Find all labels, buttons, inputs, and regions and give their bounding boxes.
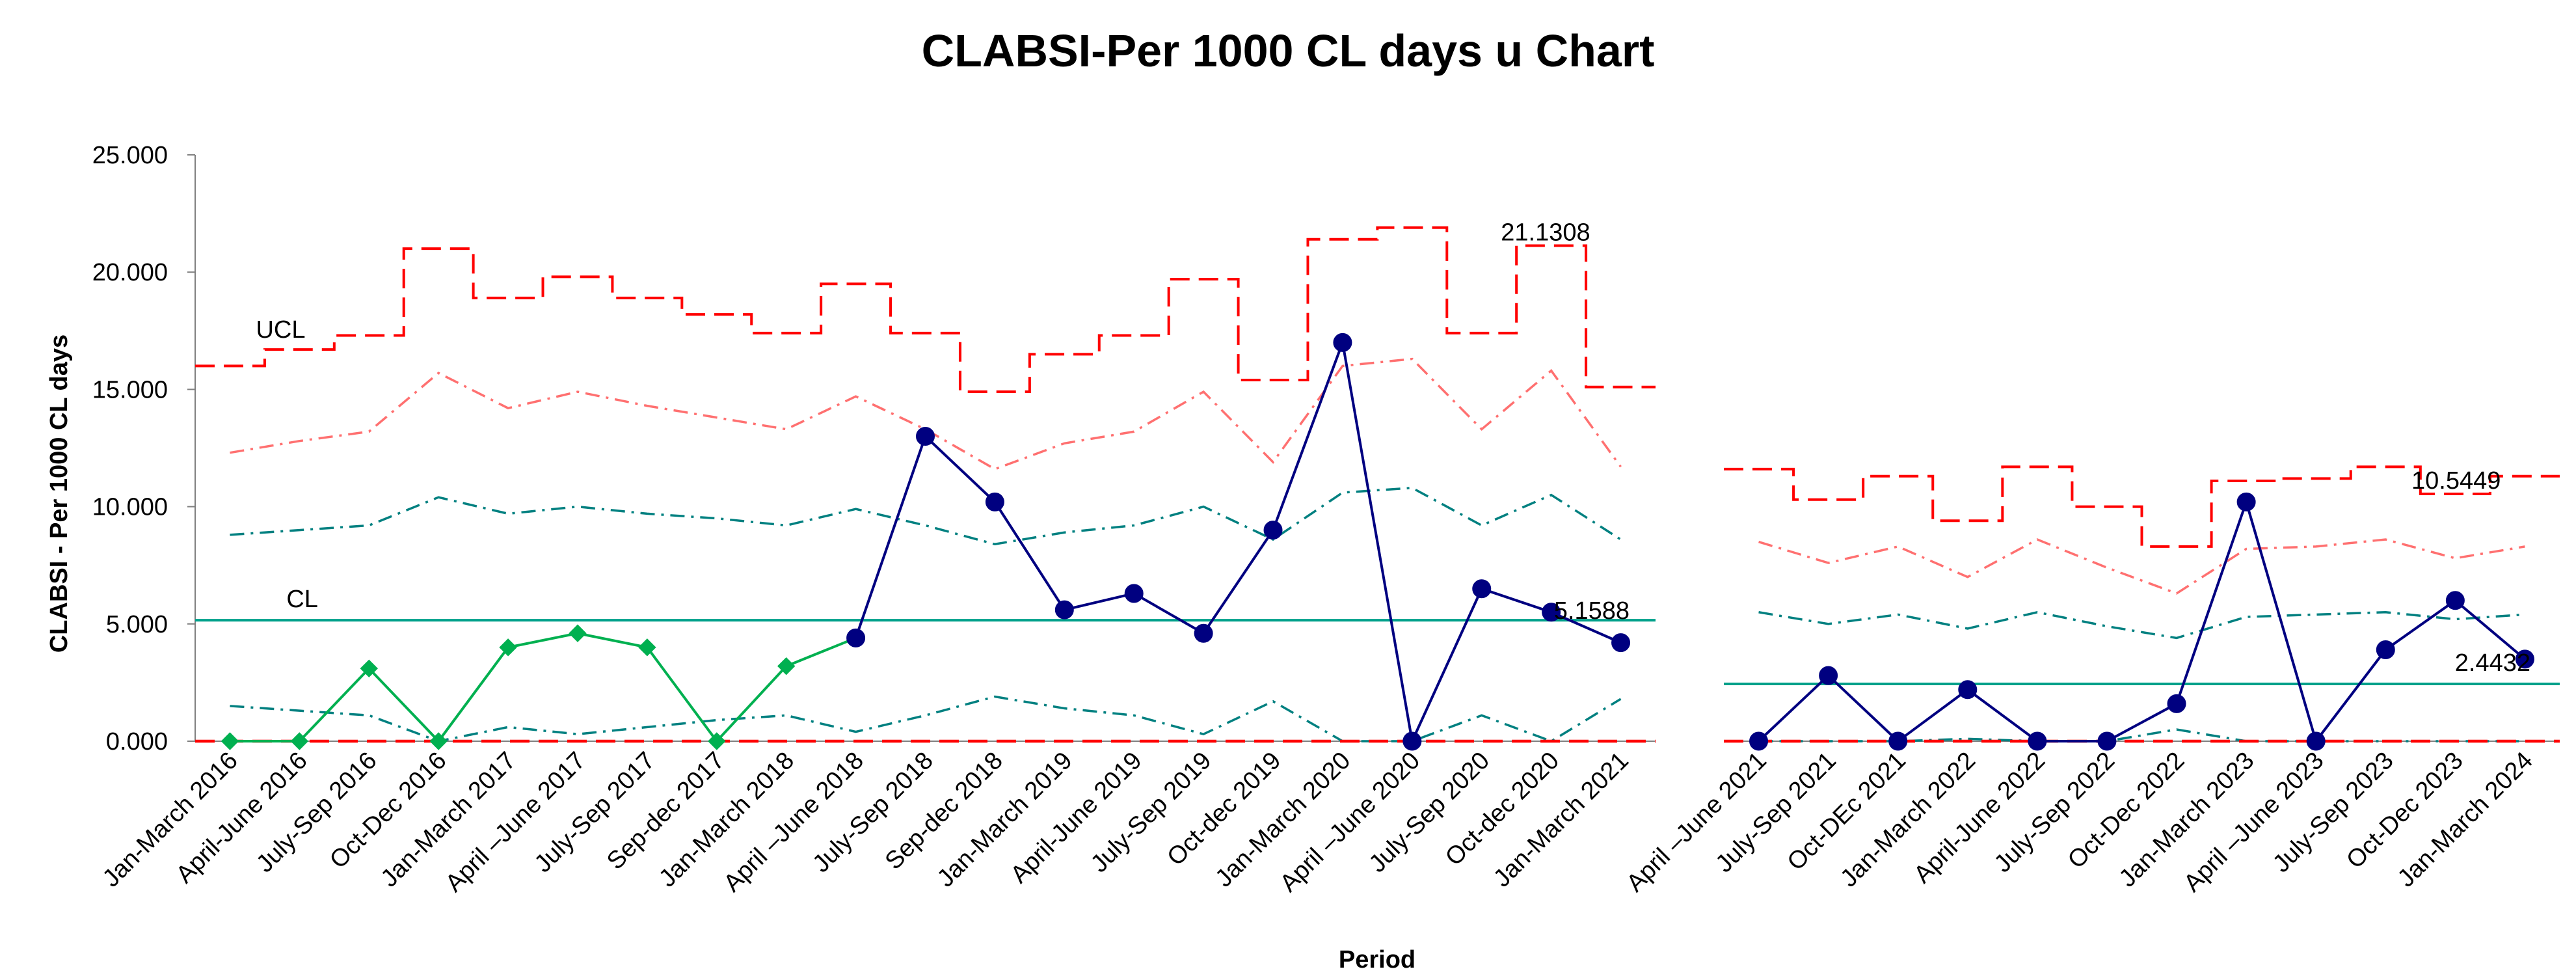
cl-label: CL: [286, 586, 318, 613]
ucl-line: [1724, 465, 2560, 548]
x-tick-label: July-Sep 2018: [807, 747, 938, 878]
y-axis-title: CLABSI - Per 1000 CL days: [46, 334, 73, 653]
x-tick-label: July-Sep 2016: [251, 747, 382, 878]
lower-1sigma-line: [1758, 728, 2525, 742]
x-tick-label: July-Sep 2022: [1989, 747, 2120, 878]
data-point-diamond: [360, 659, 378, 677]
x-axis-title: Period: [1339, 946, 1415, 973]
series-line-phase2: [854, 337, 1622, 746]
labels-layer: UCL CL 21.1308 5.1588 10.5449 2.4432: [256, 219, 2530, 677]
series-layer: [221, 333, 2534, 751]
y-tick-label: 20.000: [92, 259, 168, 286]
data-point-diamond: [777, 657, 796, 675]
data-point-circle: [1749, 731, 1769, 751]
upper-1sigma-line: [230, 486, 1622, 546]
data-point-circle: [2167, 694, 2186, 713]
data-point-circle: [2445, 591, 2465, 610]
data-point-circle: [2097, 731, 2117, 751]
cl-value-label-1: 5.1588: [1554, 597, 1630, 625]
y-tick-label: 5.000: [106, 611, 168, 638]
data-point-circle: [1888, 731, 1908, 751]
data-point-circle: [1542, 603, 1561, 622]
chart-title: CLABSI-Per 1000 CL days u Chart: [921, 25, 1655, 76]
data-point-diamond: [221, 732, 239, 750]
limit-lines-layer: [195, 226, 2560, 743]
data-point-diamond: [638, 638, 656, 657]
series-line-phase1: [230, 632, 857, 744]
data-point-diamond: [429, 732, 448, 750]
y-tick-label: 25.000: [92, 142, 168, 169]
y-tick-label: 0.000: [106, 728, 168, 755]
data-point-diamond: [569, 624, 587, 642]
series-line-phase2: [1758, 497, 2526, 744]
cl-value-label-2: 2.4432: [2455, 649, 2530, 677]
data-point-circle: [2515, 649, 2534, 669]
upper-2sigma-line: [230, 357, 1622, 470]
data-point-circle: [2376, 640, 2395, 659]
data-point-diamond: [708, 732, 726, 750]
ucl-value-label-2: 10.5449: [2411, 467, 2501, 495]
data-point-circle: [1402, 731, 1422, 751]
data-point-circle: [1819, 666, 1838, 685]
data-point-circle: [1054, 600, 1074, 619]
data-point-circle: [1124, 584, 1144, 603]
y-tick-label: 15.000: [92, 376, 168, 403]
data-point-circle: [2028, 731, 2047, 751]
ucl-value-label-1: 21.1308: [1501, 219, 1590, 246]
data-point-circle: [1333, 333, 1352, 352]
ucl-label: UCL: [256, 316, 305, 344]
data-point-circle: [1472, 579, 1492, 599]
y-tick-label: 10.000: [92, 494, 168, 521]
ucl-line: [195, 226, 1656, 394]
x-tick-label: July-Sep 2017: [530, 747, 660, 878]
data-point-diamond: [499, 638, 517, 657]
upper-1sigma-line: [1758, 610, 2525, 640]
data-point-diamond: [290, 732, 309, 750]
axes-layer: 0.000 5.000 10.000 15.000 20.000 25.000 CLABSI…: [46, 142, 2560, 973]
data-point-circle: [1611, 633, 1631, 653]
data-point-circle: [1194, 623, 1213, 643]
data-point-circle: [1958, 680, 1978, 700]
x-tick-label: July-Sep 2019: [1086, 747, 1216, 878]
data-point-circle: [985, 492, 1004, 511]
x-tick-label: July-Sep 2020: [1364, 747, 1495, 878]
x-tick-label: July-Sep 2023: [2268, 747, 2398, 878]
x-tick-label: Oct-DEc 2021: [1782, 747, 1911, 876]
data-point-circle: [2306, 731, 2326, 751]
data-point-circle: [846, 628, 866, 647]
data-point-circle: [916, 426, 935, 446]
data-point-circle: [2236, 492, 2256, 511]
upper-2sigma-line: [1758, 538, 2525, 595]
data-point-circle: [1263, 521, 1283, 540]
x-tick-label: July-Sep 2021: [1711, 747, 1842, 878]
